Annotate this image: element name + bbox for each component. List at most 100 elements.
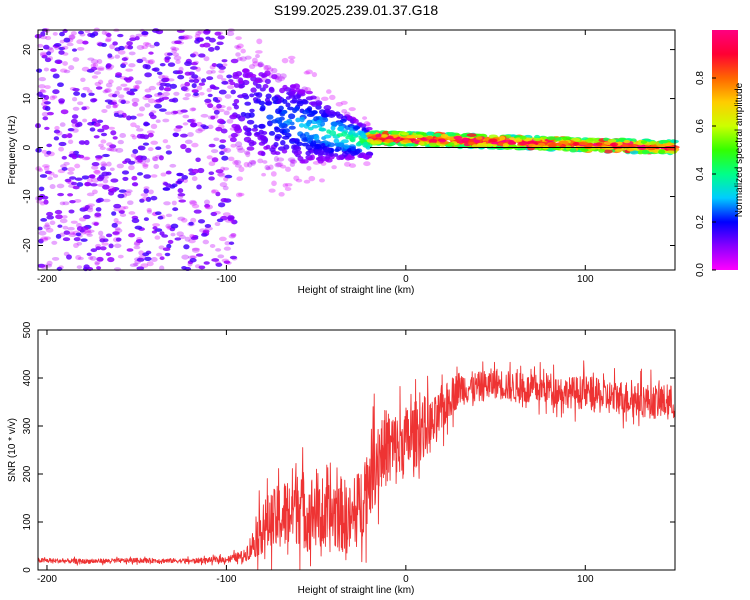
spectrogram-noise-cell bbox=[67, 167, 75, 172]
spectrogram-noise-cell bbox=[106, 32, 112, 38]
spectrogram-noise-cell bbox=[38, 230, 47, 236]
spectrogram-noise-cell bbox=[96, 266, 102, 270]
spectrogram-noise-cell bbox=[101, 163, 108, 168]
spectrogram-noise-cell bbox=[146, 261, 154, 267]
spectrogram-noise-cell bbox=[63, 161, 70, 166]
spectrogram-transition-cell bbox=[274, 76, 283, 83]
spectrogram-noise-cell bbox=[60, 164, 67, 169]
spectrogram-noise-cell bbox=[127, 200, 134, 206]
spectrogram-noise-cell bbox=[120, 83, 128, 87]
spectrogram-noise-cell bbox=[189, 255, 198, 259]
spectrogram-noise-cell bbox=[193, 78, 200, 84]
snr-series-line bbox=[37, 360, 676, 570]
spectrogram-signal-cell bbox=[389, 141, 397, 146]
spectrogram-noise-cell bbox=[136, 236, 142, 242]
spectrogram-noise-cell bbox=[99, 146, 106, 151]
spectrogram-noise-cell bbox=[201, 78, 207, 83]
spectrogram-signal-cell bbox=[434, 133, 442, 137]
spectrogram-transition-cell bbox=[274, 127, 281, 133]
spectrogram-signal-cell bbox=[466, 133, 477, 137]
spectrogram-transition-cell bbox=[301, 109, 310, 115]
spectrogram-noise-cell bbox=[84, 156, 91, 160]
spectrogram-transition-cell bbox=[295, 178, 303, 183]
spectrogram-noise-cell bbox=[114, 54, 121, 59]
spectrogram-noise-cell bbox=[105, 171, 112, 176]
spectrogram-noise-cell bbox=[89, 33, 96, 38]
spectrogram-noise-cell bbox=[76, 39, 84, 45]
spectrogram-noise-cell bbox=[137, 145, 146, 151]
spectrogram-noise-cell bbox=[49, 95, 56, 101]
spectrogram-transition-cell bbox=[311, 72, 318, 78]
spectrogram-noise-cell bbox=[194, 33, 201, 39]
spectrogram-transition-cell bbox=[262, 84, 269, 89]
spectrogram-transition-cell bbox=[257, 158, 264, 164]
spectrogram-noise-cell bbox=[176, 109, 184, 115]
spectrogram-transition-cell bbox=[235, 36, 242, 40]
spectrogram-noise-cell bbox=[224, 174, 233, 179]
spectrogram-noise-cell bbox=[159, 231, 165, 236]
spectrogram-transition-cell bbox=[279, 87, 286, 94]
spectrogram-noise-cell bbox=[91, 161, 100, 167]
spectrogram-noise-cell bbox=[95, 198, 102, 203]
spectrogram-transition-cell bbox=[343, 161, 351, 167]
spectrogram-noise-cell bbox=[127, 160, 136, 165]
spectrogram-noise-cell bbox=[226, 74, 233, 79]
spectrogram-signal-cell bbox=[602, 137, 610, 142]
spectrogram-transition-cell bbox=[324, 108, 331, 114]
spectrogram-noise-cell bbox=[131, 102, 138, 107]
spectrogram-noise-cell bbox=[148, 85, 156, 91]
spectrogram-transition-cell bbox=[252, 61, 260, 67]
spectrogram-noise-cell bbox=[165, 144, 171, 150]
spectrogram-noise-cell bbox=[102, 178, 109, 184]
spectrogram-noise-cell bbox=[129, 263, 138, 268]
spectrogram-noise-cell bbox=[191, 89, 199, 93]
spectrogram-noise-cell bbox=[113, 218, 119, 223]
spectrogram-noise-cell bbox=[87, 57, 95, 61]
spectrogram-signal-cell bbox=[418, 141, 425, 146]
spectrogram-transition-cell bbox=[329, 94, 336, 101]
spectrogram-noise-cell bbox=[187, 132, 194, 137]
spectrogram-noise-cell bbox=[67, 171, 74, 175]
spectrogram-noise-cell bbox=[171, 47, 180, 51]
spectrogram-noise-cell bbox=[207, 103, 214, 109]
spectrogram-noise-cell bbox=[144, 42, 152, 47]
spectrogram-noise-cell bbox=[112, 104, 118, 109]
spectrogram-noise-cell bbox=[97, 79, 104, 85]
spectrogram-noise-cell bbox=[83, 264, 90, 270]
spectrogram-noise-cell bbox=[43, 224, 51, 230]
spectrogram-noise-cell bbox=[169, 163, 177, 168]
spectrogram-noise-cell bbox=[159, 108, 167, 112]
spectrogram-noise-cell bbox=[204, 203, 211, 208]
spectrogram-noise-cell bbox=[117, 254, 124, 259]
spectrogram-noise-cell bbox=[201, 232, 208, 237]
spectrogram-signal-cell bbox=[391, 130, 400, 135]
spectrogram-noise-cell bbox=[101, 124, 110, 130]
spectrogram-signal-cell bbox=[476, 143, 487, 148]
spectrogram-noise-cell bbox=[154, 103, 162, 109]
spectrogram-signal-cell bbox=[447, 136, 456, 141]
spectrogram-noise-cell bbox=[136, 257, 145, 262]
spectrogram-noise-cell bbox=[217, 118, 225, 124]
spectrogram-frame bbox=[37, 29, 676, 271]
spectrogram-noise-cell bbox=[144, 94, 153, 99]
spectrogram-noise-cell bbox=[151, 230, 158, 234]
spectrogram-noise-cell bbox=[62, 61, 68, 66]
spectrogram-transition-cell bbox=[348, 107, 356, 112]
spectrogram-noise-cell bbox=[86, 233, 93, 237]
spectrogram-transition-cell bbox=[289, 121, 295, 126]
spectrogram-noise-cell bbox=[46, 150, 52, 155]
spectrogram-noise-cell bbox=[136, 172, 144, 176]
spectrogram-noise-cell bbox=[181, 254, 190, 260]
spectrogram-noise-cell bbox=[181, 217, 188, 223]
spectrogram-noise-cell bbox=[44, 126, 50, 131]
spectrogram-noise-cell bbox=[157, 92, 164, 98]
colorbar-tick-label: 0.4 bbox=[695, 167, 706, 181]
spectrogram-transition-cell bbox=[258, 123, 266, 129]
spectrogram-noise-cell bbox=[93, 122, 101, 127]
spectrogram-noise-cell bbox=[222, 167, 230, 171]
spectrogram-noise-cell bbox=[81, 175, 90, 180]
spectrogram-noise-cell bbox=[148, 112, 155, 117]
spectrogram-noise-cell bbox=[73, 91, 81, 96]
spectrogram-noise-cell bbox=[86, 252, 92, 256]
